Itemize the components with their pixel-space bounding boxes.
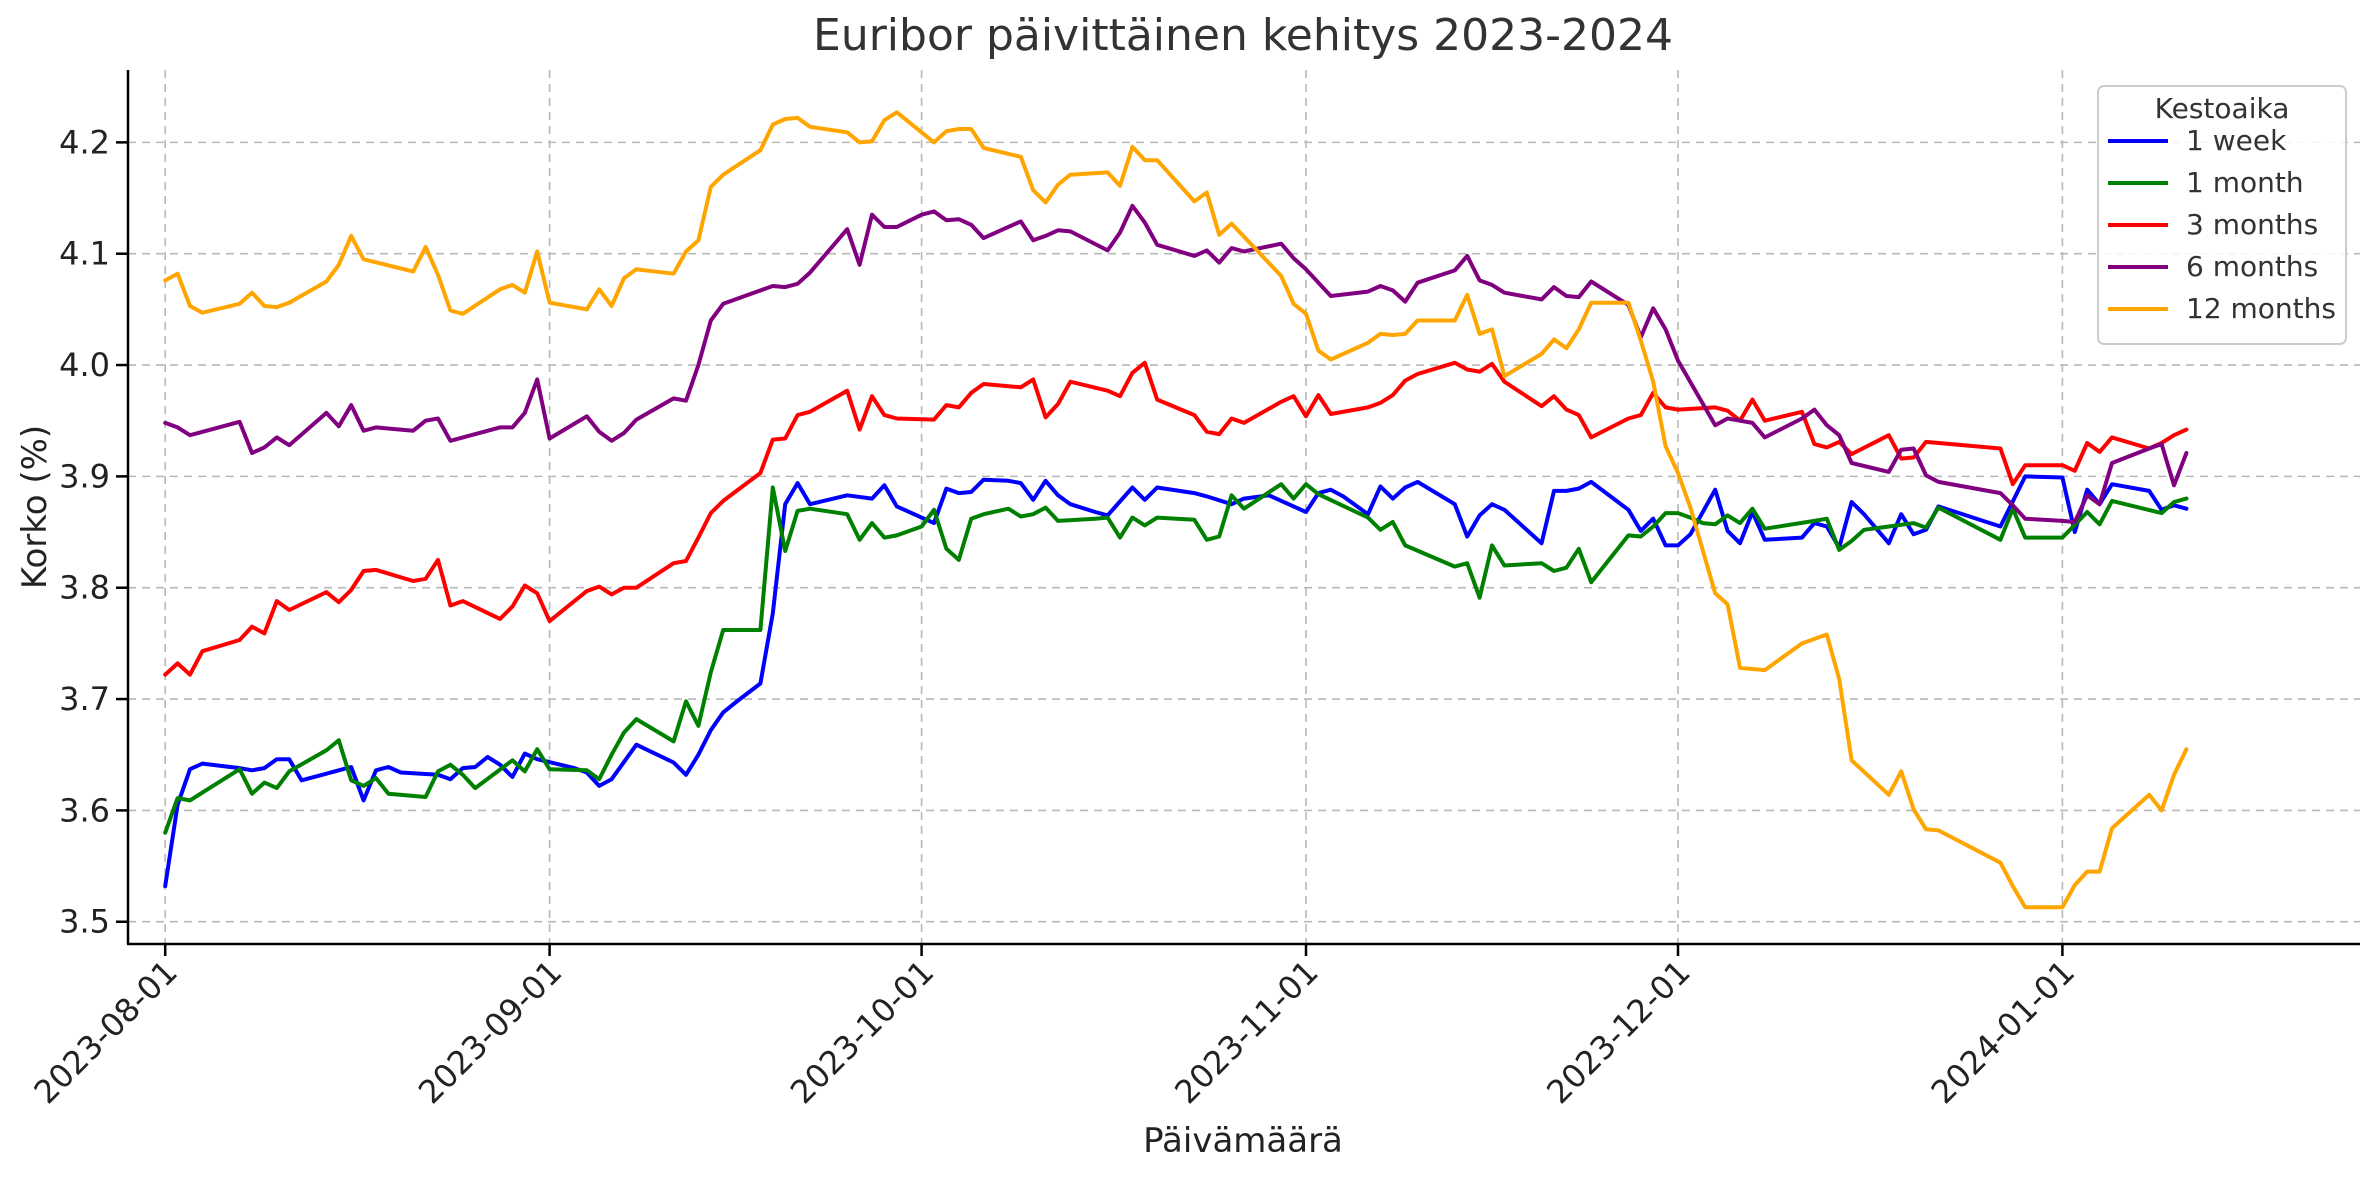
series-line-1-month: [163, 482, 2189, 835]
legend-title: Kestoaika: [2155, 92, 2290, 125]
series-line-1-week: [163, 474, 2189, 889]
y-tick-label: 3.7: [59, 680, 110, 718]
y-tick-label: 3.8: [59, 569, 110, 607]
legend-label-1-week: 1 week: [2186, 124, 2287, 157]
y-tick-label: 3.6: [59, 791, 110, 829]
series-line-3-months: [163, 360, 2189, 677]
y-tick-label: 3.9: [59, 457, 110, 495]
legend-label-1-month: 1 month: [2186, 166, 2304, 199]
legend: Kestoaika 1 week 1 month 3 months 6 months 1…: [2097, 85, 2347, 345]
y-axis-label: Korko (%): [15, 425, 55, 589]
y-tick-label: 4.2: [59, 123, 110, 161]
legend-label-6-months: 6 months: [2186, 250, 2318, 283]
legend-label-3-months: 3 months: [2186, 208, 2318, 241]
y-tick-label: 4.1: [59, 235, 110, 273]
legend-box: [2097, 85, 2347, 345]
plot-area: [163, 110, 2189, 910]
series-line-12-months: [163, 110, 2189, 910]
y-axis: 3.5 3.6 3.7 3.8 3.9 4.0 4.1 4.2: [59, 123, 128, 941]
y-tick-label: 3.5: [59, 903, 110, 941]
y-tick-label: 4.0: [59, 346, 110, 384]
series-line-6-months: [163, 203, 2189, 524]
legend-label-12-months: 12 months: [2186, 292, 2336, 325]
x-axis-label: Päivämäärä: [1143, 1121, 1343, 1161]
chart-title: Euribor päivittäinen kehitys 2023-2024: [813, 10, 1673, 61]
